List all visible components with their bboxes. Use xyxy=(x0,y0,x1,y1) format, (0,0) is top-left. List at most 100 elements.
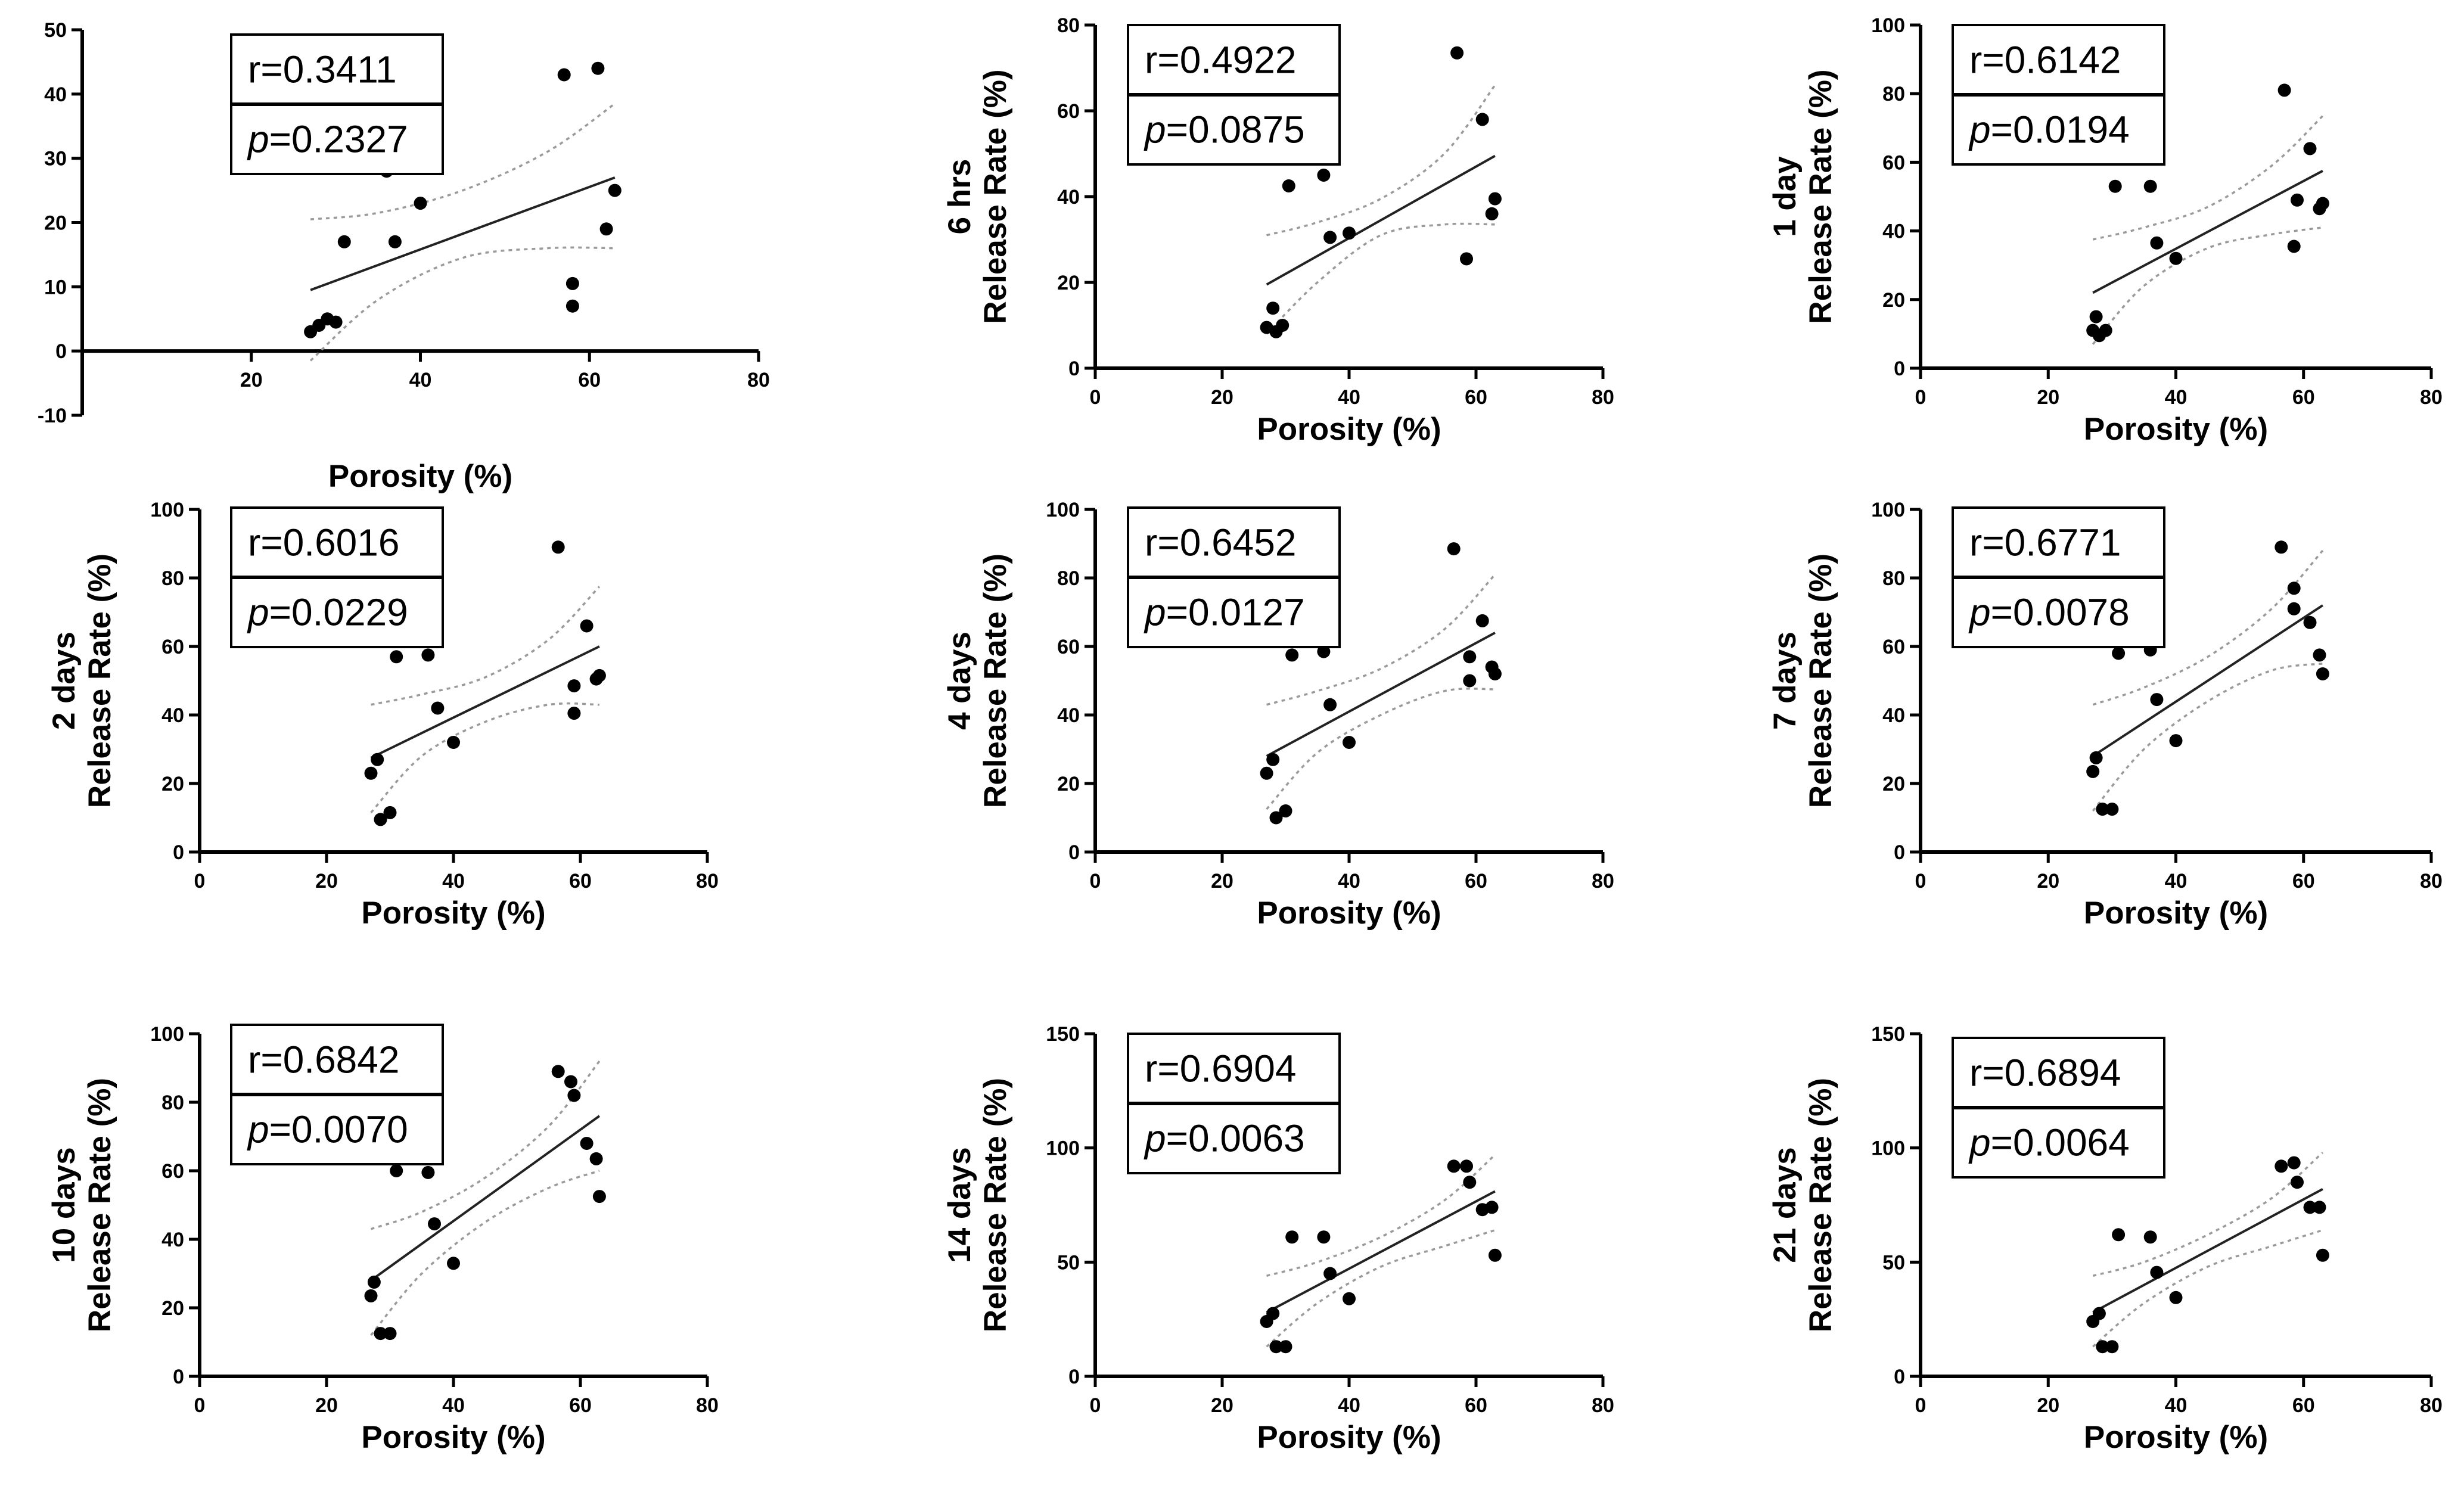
x-tick-label: 20 xyxy=(315,870,338,893)
data-point xyxy=(2287,240,2301,253)
data-point xyxy=(374,1327,387,1341)
x-tick-label: 40 xyxy=(1338,870,1360,893)
scatter-panel-2: 0 20 40 60 80 0 20 40 60 80 Porosity (%) Release Ra… xyxy=(942,14,1614,447)
p-number: =0.0127 xyxy=(1166,591,1305,634)
confidence-band-lower xyxy=(309,246,615,362)
y-tick-label: 0 xyxy=(1068,357,1080,380)
x-tick-label: 0 xyxy=(1090,870,1101,893)
scatter-panel-5: 0 20 40 60 80 100 0 20 40 60 80 Porosity (%) Release… xyxy=(942,499,1614,931)
y-tick-label: 100 xyxy=(1046,499,1080,521)
data-point xyxy=(2169,1291,2183,1304)
y-tick-label: 50 xyxy=(1882,1251,1905,1274)
data-point xyxy=(2316,667,2329,680)
confidence-band-lower xyxy=(1266,1229,1496,1348)
regression-line xyxy=(1266,632,1496,757)
data-point xyxy=(364,766,378,780)
y-tick-label: 100 xyxy=(150,1023,184,1046)
p-symbol: p xyxy=(1144,108,1166,151)
y-tick-label: 80 xyxy=(1882,83,1905,105)
x-axis-title: Porosity (%) xyxy=(2084,1420,2268,1455)
data-point xyxy=(2291,193,2304,207)
data-point xyxy=(421,648,435,662)
p-symbol: p xyxy=(1968,591,1991,634)
data-point xyxy=(565,299,579,313)
data-point xyxy=(2092,1307,2106,1320)
data-point xyxy=(2169,251,2183,265)
r-value: r=0.3411 xyxy=(248,48,397,91)
scatter-panel-3: 0 20 40 60 80 100 0 20 40 60 80 Porosity (%) Release… xyxy=(1767,14,2443,447)
data-point xyxy=(431,701,445,715)
confidence-band-lower xyxy=(2092,1229,2323,1348)
y-axis-title: Release Rate (%) xyxy=(978,69,1013,324)
time-point-label: 2 days xyxy=(46,632,82,730)
x-tick-label: 40 xyxy=(1338,386,1360,409)
y-tick-label: 0 xyxy=(173,1366,184,1388)
data-point xyxy=(1285,1230,1299,1244)
data-point xyxy=(1276,319,1290,332)
y-tick-label: 100 xyxy=(1871,499,1905,521)
x-tick-label: 20 xyxy=(315,1394,338,1417)
p-symbol: p xyxy=(1144,591,1166,634)
data-point xyxy=(2291,1176,2304,1189)
x-tick-label: 20 xyxy=(1211,1394,1233,1417)
confidence-band-upper xyxy=(1266,574,1496,706)
confidence-band-upper xyxy=(2092,1151,2324,1277)
x-tick-label: 0 xyxy=(1915,1394,1927,1417)
x-tick-label: 0 xyxy=(1090,386,1101,409)
data-point xyxy=(599,222,613,236)
y-tick-label: 40 xyxy=(1882,704,1905,727)
data-point xyxy=(1343,1292,1356,1305)
y-tick-label: 80 xyxy=(1057,14,1080,37)
data-point xyxy=(428,1217,441,1231)
confidence-band-lower xyxy=(370,702,599,814)
p-symbol: p xyxy=(1968,108,1991,151)
data-point xyxy=(567,707,581,720)
data-point xyxy=(2112,1228,2126,1242)
y-tick-label: 20 xyxy=(161,1297,184,1320)
y-tick-label: 20 xyxy=(1057,773,1080,795)
regression-line xyxy=(310,176,616,291)
x-axis-title: Porosity (%) xyxy=(1257,1420,1441,1455)
data-point xyxy=(1485,1201,1499,1214)
data-point xyxy=(2150,236,2164,250)
data-point xyxy=(2275,540,2288,554)
x-tick-label: 40 xyxy=(442,870,465,893)
y-tick-label: 20 xyxy=(1057,272,1080,294)
y-axis-title: Release Rate (%) xyxy=(1803,69,1838,324)
time-point-label: 4 days xyxy=(942,632,977,730)
data-point xyxy=(364,1289,378,1302)
x-axis-title: Porosity (%) xyxy=(2084,896,2268,931)
y-tick-label: 0 xyxy=(1894,1366,1905,1388)
data-point xyxy=(608,184,622,197)
r-value: r=0.6904 xyxy=(1145,1047,1296,1090)
data-point xyxy=(580,619,594,633)
p-number: =0.0064 xyxy=(1991,1121,2130,1164)
data-point xyxy=(329,315,343,329)
y-tick-label: 0 xyxy=(1894,841,1905,864)
data-point xyxy=(1488,1248,1502,1262)
data-point xyxy=(1447,542,1461,556)
data-point xyxy=(414,197,427,210)
data-point xyxy=(371,753,384,766)
data-point xyxy=(1475,113,1489,126)
confidence-band-lower xyxy=(1266,222,1495,335)
x-axis-title: Porosity (%) xyxy=(361,1420,545,1455)
data-point xyxy=(2089,751,2103,764)
data-point xyxy=(2086,764,2100,778)
data-point xyxy=(2303,615,2317,629)
p-value: p=0.0127 xyxy=(1144,591,1305,634)
data-point xyxy=(1485,207,1499,220)
data-point xyxy=(447,736,460,749)
data-point xyxy=(564,1075,577,1089)
stats-box: r=0.3411 p=0.2327 xyxy=(230,33,444,175)
p-symbol: p xyxy=(247,1108,269,1151)
x-tick-label: 60 xyxy=(1465,386,1487,409)
data-point xyxy=(2287,602,2301,615)
data-point xyxy=(1460,1159,1473,1173)
data-point xyxy=(1488,192,1502,206)
p-number: =0.0070 xyxy=(269,1108,408,1151)
data-point xyxy=(1488,667,1502,680)
regression-line xyxy=(1266,1190,1496,1314)
p-symbol: p xyxy=(1144,1117,1166,1160)
